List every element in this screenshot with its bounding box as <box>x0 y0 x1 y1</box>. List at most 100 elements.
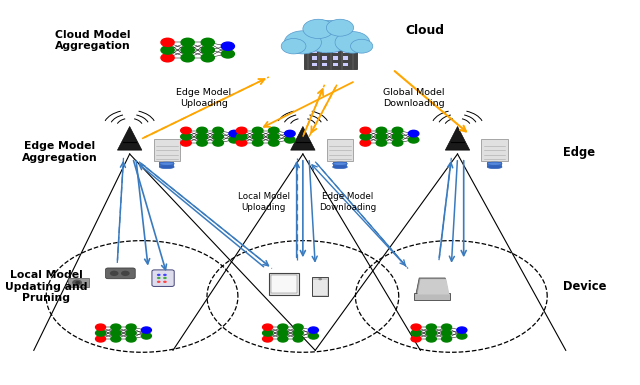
Bar <box>343 63 348 67</box>
Bar <box>333 56 338 60</box>
Circle shape <box>72 280 82 286</box>
Ellipse shape <box>159 162 174 165</box>
Text: Local Model
Uploading: Local Model Uploading <box>238 192 290 212</box>
Circle shape <box>161 38 174 47</box>
Circle shape <box>293 324 303 330</box>
Circle shape <box>457 327 467 333</box>
Bar <box>343 56 348 60</box>
Bar <box>68 278 90 287</box>
Circle shape <box>126 336 136 342</box>
Circle shape <box>426 336 436 342</box>
Circle shape <box>411 336 421 342</box>
FancyBboxPatch shape <box>481 139 508 161</box>
Circle shape <box>110 271 118 276</box>
Bar <box>414 293 450 300</box>
Polygon shape <box>291 126 315 150</box>
Bar <box>323 63 327 67</box>
Circle shape <box>285 130 295 137</box>
Circle shape <box>126 324 136 330</box>
Bar <box>333 50 338 54</box>
Circle shape <box>221 42 234 50</box>
Bar <box>343 50 348 54</box>
Circle shape <box>392 134 403 140</box>
Circle shape <box>111 324 121 330</box>
Circle shape <box>141 333 152 339</box>
Circle shape <box>278 336 288 342</box>
Bar <box>323 56 327 60</box>
Circle shape <box>196 134 207 140</box>
Circle shape <box>335 32 370 53</box>
Circle shape <box>95 324 106 330</box>
Text: Edge Model
Downloading: Edge Model Downloading <box>319 192 376 212</box>
Circle shape <box>376 127 387 134</box>
Circle shape <box>163 277 167 279</box>
Circle shape <box>236 140 247 146</box>
FancyBboxPatch shape <box>327 139 353 161</box>
Bar <box>271 275 297 293</box>
Circle shape <box>392 127 403 134</box>
Circle shape <box>360 127 371 134</box>
Bar <box>312 63 317 67</box>
Circle shape <box>252 127 263 134</box>
Circle shape <box>285 137 295 143</box>
FancyBboxPatch shape <box>154 139 180 161</box>
Circle shape <box>181 38 194 47</box>
Circle shape <box>213 140 223 146</box>
Circle shape <box>229 137 239 143</box>
Bar <box>159 162 174 167</box>
Circle shape <box>301 20 353 53</box>
Circle shape <box>426 324 436 330</box>
Circle shape <box>278 330 288 336</box>
Text: Edge Model
Aggregation: Edge Model Aggregation <box>22 141 98 163</box>
Circle shape <box>111 336 121 342</box>
Circle shape <box>376 134 387 140</box>
FancyBboxPatch shape <box>152 270 174 286</box>
Circle shape <box>213 127 223 134</box>
Circle shape <box>157 274 161 276</box>
Circle shape <box>269 134 279 140</box>
Circle shape <box>411 324 421 330</box>
Text: Edge Model
Uploading: Edge Model Uploading <box>177 89 232 108</box>
Circle shape <box>262 330 273 336</box>
Circle shape <box>376 140 387 146</box>
Text: Cloud Model
Aggregation: Cloud Model Aggregation <box>54 30 131 51</box>
Polygon shape <box>416 278 448 293</box>
Polygon shape <box>417 279 449 295</box>
Circle shape <box>161 46 174 54</box>
Circle shape <box>163 274 167 276</box>
Circle shape <box>95 330 106 336</box>
Circle shape <box>269 127 279 134</box>
Circle shape <box>236 134 247 140</box>
Text: Device: Device <box>563 280 606 293</box>
Circle shape <box>318 278 322 280</box>
Text: Edge: Edge <box>563 146 595 159</box>
Circle shape <box>303 19 334 38</box>
Circle shape <box>180 134 191 140</box>
Circle shape <box>293 336 303 342</box>
Circle shape <box>201 46 214 54</box>
Circle shape <box>411 330 421 336</box>
Circle shape <box>408 130 419 137</box>
FancyBboxPatch shape <box>106 268 135 279</box>
Circle shape <box>442 336 452 342</box>
Bar <box>312 50 317 54</box>
Circle shape <box>121 271 130 276</box>
Ellipse shape <box>487 162 502 165</box>
Circle shape <box>284 31 321 54</box>
Bar <box>312 43 317 47</box>
Circle shape <box>180 140 191 146</box>
Circle shape <box>426 330 436 336</box>
Bar <box>343 43 348 47</box>
Bar <box>312 56 317 60</box>
Ellipse shape <box>487 165 502 169</box>
Bar <box>269 273 298 295</box>
Circle shape <box>392 140 403 146</box>
Bar <box>333 43 338 47</box>
Circle shape <box>308 333 319 339</box>
Circle shape <box>76 281 80 284</box>
Polygon shape <box>117 126 142 150</box>
Circle shape <box>351 39 372 53</box>
Circle shape <box>157 277 161 279</box>
Circle shape <box>269 140 279 146</box>
Bar <box>312 277 328 296</box>
